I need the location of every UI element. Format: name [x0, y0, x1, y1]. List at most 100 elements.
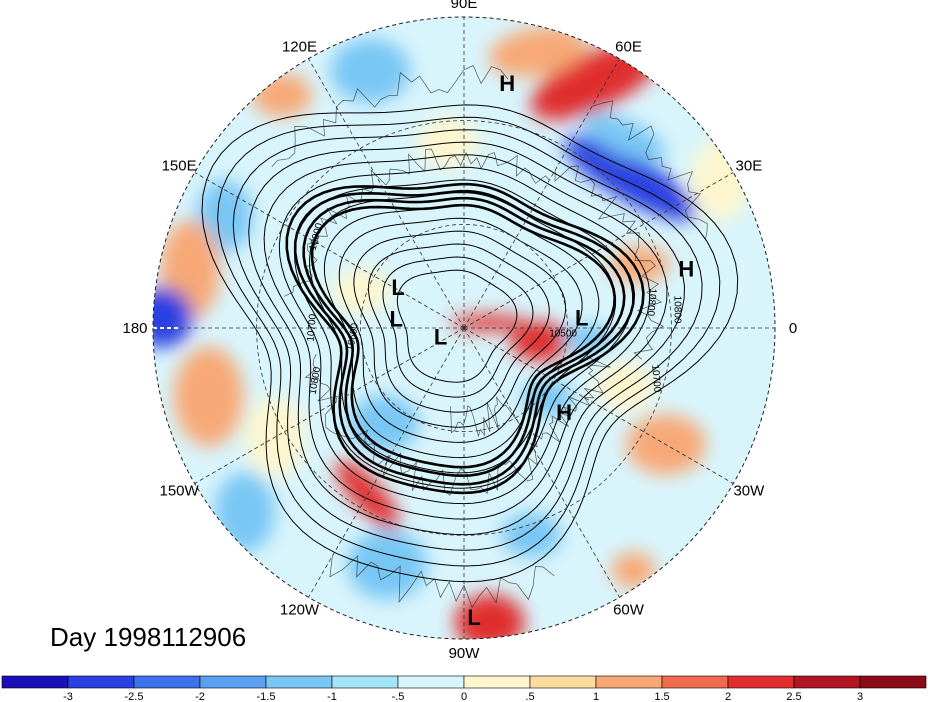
colorbar-tick-label: -2 [195, 691, 205, 702]
height-contour [201, 104, 739, 583]
longitude-label: 30W [733, 483, 765, 500]
coastline [271, 65, 509, 167]
longitude-label: 60E [615, 39, 642, 56]
day-label: Day 1998112906 [50, 622, 246, 652]
low-pressure-label: L [391, 275, 404, 300]
height-contour [248, 141, 686, 536]
meridian-line [308, 58, 465, 329]
colorbar-swatch [1, 675, 69, 689]
contour-value-label: 10800 [672, 296, 683, 324]
height-contour [367, 243, 550, 413]
anomaly-blob [331, 268, 392, 313]
coastline [449, 396, 520, 438]
colorbar-swatch [67, 675, 135, 689]
anomaly-blob [501, 513, 562, 557]
longitude-label: 120E [282, 39, 317, 56]
longitude-label: 60W [613, 602, 645, 619]
colorbar-tick-label: .5 [525, 691, 534, 702]
height-contour [396, 269, 518, 383]
coastline [554, 165, 664, 360]
height-contour [263, 154, 668, 520]
low-pressure-label: L [389, 307, 402, 332]
anomaly-blob [689, 242, 760, 323]
day-date: 1998112906 [103, 622, 246, 652]
colorbar-swatch [133, 675, 201, 689]
low-pressure-label: L [575, 306, 588, 331]
day-prefix: Day [50, 622, 96, 652]
contour-value-label: 10800 [308, 366, 324, 396]
contour-value-label: 10800 [645, 288, 658, 317]
longitude-label: 90E [451, 0, 478, 12]
longitude-label: 150E [162, 158, 197, 175]
longitude-labels: 90E 60E 30E 0 30W 60W 90W 120W 150W 180 150E 120E [122, 0, 797, 662]
coastline [530, 350, 611, 448]
graticule [153, 17, 775, 639]
colorbar-swatch [595, 675, 663, 689]
latitude-circle [359, 223, 568, 432]
coastline [591, 100, 708, 241]
colorbar-tick-label: -.5 [392, 691, 405, 702]
colorbar: -3 -2.5 -2 -1.5 -1 -.5 0 .5 1 1.5 2 2.5 3 [1, 675, 927, 702]
jet-contour [285, 182, 645, 495]
coastlines [271, 65, 708, 609]
meridian-line [194, 327, 465, 484]
anomaly-blob [153, 287, 193, 348]
anomaly-blob [582, 112, 666, 163]
jet-contour [293, 189, 636, 486]
contour-value-label: 10500 [549, 329, 577, 340]
height-contour [217, 116, 721, 567]
meridian-line [308, 327, 465, 598]
coastline [329, 555, 555, 609]
anomaly-blob [564, 136, 697, 221]
map-border [152, 16, 776, 640]
coastline [284, 148, 550, 297]
latitude-circle [256, 120, 672, 536]
anomaly-blob [454, 594, 525, 639]
anomaly-blob [347, 529, 428, 600]
colorbar-swatch [331, 675, 399, 689]
meridian-line [194, 172, 465, 329]
contour-value-label: 10700 [649, 364, 662, 393]
meridian-line [463, 58, 620, 329]
colorbar-swatch [199, 675, 267, 689]
height-contour [278, 166, 651, 505]
colorbar-swatch [463, 675, 531, 689]
height-contour [382, 256, 534, 398]
jet-contour [310, 203, 617, 469]
colorbar-tick-label: -1 [327, 691, 337, 702]
colorbar-tick-label: -3 [63, 691, 73, 702]
height-contour [232, 129, 703, 551]
longitude-label: 0 [789, 320, 797, 337]
longitude-label: 30E [736, 158, 763, 175]
colorbar-tick-label: 1.5 [654, 691, 669, 702]
colorbar-tick-label: 2 [725, 691, 731, 702]
meridian-line [463, 327, 620, 598]
anomaly-blob [214, 471, 275, 552]
colorbar-tick-label: -1.5 [257, 691, 276, 702]
high-pressure-label: H [499, 71, 515, 96]
anomaly-blob [330, 204, 400, 254]
anomaly-blob [510, 321, 571, 362]
map-disk [153, 17, 775, 639]
anomaly-blob [594, 361, 655, 412]
meridian-line [463, 327, 734, 484]
colorbar-tick-label: 2.5 [786, 691, 801, 702]
colorbar-swatch [661, 675, 729, 689]
colorbar-tick-label: 3 [857, 691, 863, 702]
jet-contours [285, 182, 645, 495]
longitude-label: 180 [122, 320, 147, 337]
jet-contour [302, 196, 626, 478]
contour-value-label: 10600 [345, 322, 361, 352]
colorbar-swatch [529, 675, 597, 689]
longitude-label: 90W [449, 645, 481, 662]
colorbar-swatch [397, 675, 465, 689]
colorbar-tick-label: 0 [461, 691, 467, 702]
high-pressure-label: H [556, 400, 572, 425]
anomaly-blob [173, 346, 244, 447]
anomaly-blob [488, 26, 588, 77]
height-contour [338, 217, 583, 443]
colorbar-swatch [265, 675, 333, 689]
meridian-line [463, 172, 734, 329]
contour-value-label: 10700 [306, 313, 319, 342]
